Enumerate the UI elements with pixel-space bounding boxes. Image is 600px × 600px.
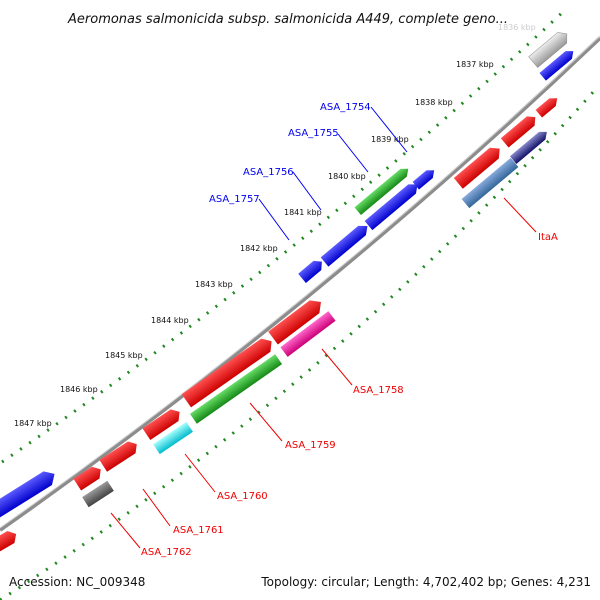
tick-label: 1846 kbp <box>60 385 98 394</box>
gene-itaa[interactable] <box>461 157 519 209</box>
tick-label: 1839 kbp <box>371 135 409 144</box>
lower-dotted-track <box>0 89 597 600</box>
gene-red-1838b[interactable] <box>500 113 539 148</box>
gene-upper-1836-lightgray[interactable] <box>528 28 572 68</box>
label-leaders-lower <box>110 197 537 549</box>
gene-red-1846a[interactable] <box>99 438 140 472</box>
gene-red-1843[interactable] <box>268 296 326 345</box>
tick-label: 1838 kbp <box>415 98 453 107</box>
tick-label: 1847 kbp <box>14 419 52 428</box>
tick-label: 1842 kbp <box>240 244 278 253</box>
gene-red-edge[interactable] <box>0 528 20 555</box>
gene-red-long[interactable] <box>181 335 276 408</box>
gene-label-asa-1755[interactable]: ASA_1755 <box>288 128 339 139</box>
gene-asa-1761[interactable] <box>73 464 104 491</box>
tick-label: 1837 kbp <box>456 60 494 69</box>
gene-asa-1758[interactable] <box>280 311 336 357</box>
label-leaders-upper <box>258 106 408 241</box>
gene-label-itaa[interactable]: ItaA <box>538 232 558 243</box>
accession-text: Accession: NC_009348 <box>9 575 145 589</box>
tick-label-faded: 1836 kbp <box>498 23 536 32</box>
gene-asa-1754[interactable] <box>412 166 438 190</box>
gene-label-asa-1762[interactable]: ASA_1762 <box>141 547 192 558</box>
genome-backbone <box>0 36 600 532</box>
gene-label-asa-1759[interactable]: ASA_1759 <box>285 440 336 451</box>
gene-label-asa-1754[interactable]: ASA_1754 <box>320 102 371 113</box>
gene-label-asa-1760[interactable]: ASA_1760 <box>217 491 268 502</box>
tick-label: 1840 kbp <box>328 172 366 181</box>
gene-green-upper[interactable] <box>354 165 412 216</box>
gene-asa-1760[interactable] <box>153 421 193 455</box>
gene-asa-1755[interactable] <box>364 180 422 231</box>
gene-label-asa-1761[interactable]: ASA_1761 <box>173 525 224 536</box>
gene-asa-1762[interactable] <box>82 480 114 508</box>
backbone-highlight <box>0 35 600 529</box>
gene-red-1838a[interactable] <box>535 94 561 118</box>
gene-asa-1757[interactable] <box>298 257 326 283</box>
map-title: Aeromonas salmonicida subsp. salmonicida… <box>67 12 508 27</box>
gene-asa-1759[interactable] <box>189 354 283 424</box>
gene-navy-1838[interactable] <box>509 128 550 164</box>
gene-upper-1847-blue[interactable] <box>0 467 59 519</box>
tick-label: 1843 kbp <box>195 280 233 289</box>
gene-red-ita[interactable] <box>453 143 504 189</box>
gene-label-asa-1758[interactable]: ASA_1758 <box>353 385 404 396</box>
gene-red-1845[interactable] <box>142 406 184 440</box>
upper-dotted-track <box>1 8 567 464</box>
gene-label-asa-1756[interactable]: ASA_1756 <box>243 167 294 178</box>
tick-label: 1845 kbp <box>105 351 143 360</box>
tick-label: 1844 kbp <box>151 316 189 325</box>
gene-label-asa-1757[interactable]: ASA_1757 <box>209 194 260 205</box>
tick-label: 1841 kbp <box>284 208 322 217</box>
gene-asa-1756[interactable] <box>320 221 372 267</box>
genome-summary-text: Topology: circular; Length: 4,702,402 bp… <box>260 575 591 589</box>
gene-upper-1837-blue[interactable] <box>539 47 576 81</box>
